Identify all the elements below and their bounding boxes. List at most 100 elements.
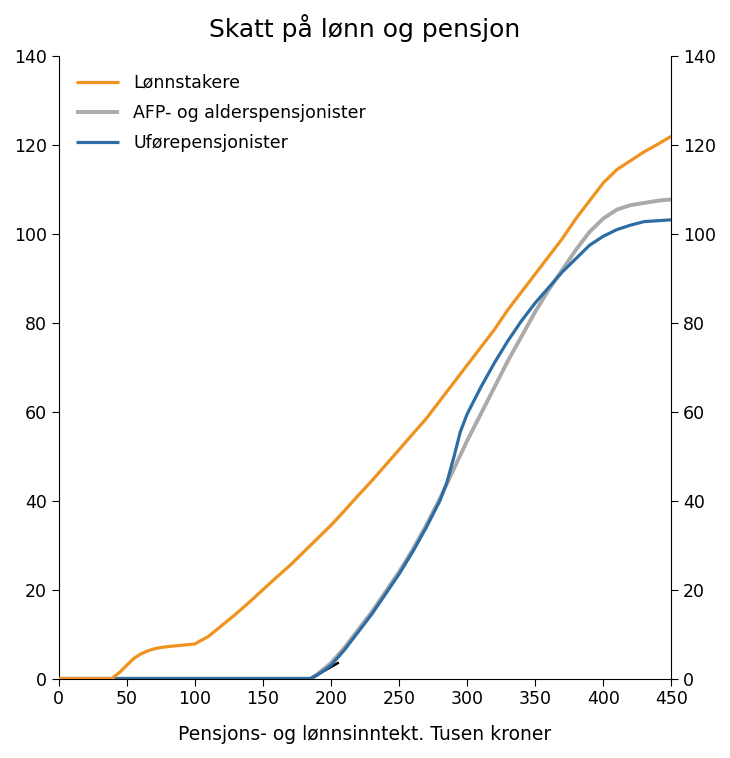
Uførepensjonister	[395, 569, 404, 578]
Uførepensjonister	[558, 268, 566, 277]
Lønnstakere	[612, 165, 621, 174]
Lønnstakere	[204, 632, 213, 641]
Lønnstakere	[517, 287, 526, 296]
AFP- og alderspensjonister	[354, 625, 363, 634]
AFP- og alderspensjonister	[54, 674, 63, 683]
Uførepensjonister	[667, 215, 676, 224]
Uførepensjonister	[545, 283, 553, 292]
Lønnstakere	[156, 643, 165, 652]
AFP- og alderspensjonister	[572, 245, 580, 254]
Uførepensjonister	[504, 337, 512, 346]
Uførepensjonister	[463, 409, 472, 418]
Lønnstakere	[490, 325, 499, 334]
Uførepensjonister	[422, 523, 431, 532]
Lønnstakere	[218, 621, 226, 630]
Uførepensjonister	[585, 240, 594, 249]
AFP- og alderspensjonister	[326, 659, 335, 668]
AFP- og alderspensjonister	[477, 409, 485, 418]
Lønnstakere	[115, 668, 124, 677]
Lønnstakere	[653, 139, 662, 149]
Uførepensjonister	[313, 671, 322, 680]
Lønnstakere	[354, 491, 363, 500]
AFP- og alderspensjonister	[558, 265, 566, 274]
Lønnstakere	[572, 214, 580, 223]
Lønnstakere	[136, 650, 145, 659]
Lønnstakere	[639, 147, 648, 156]
Lønnstakere	[54, 674, 63, 683]
Lønnstakere	[504, 305, 512, 315]
Lønnstakere	[477, 343, 485, 352]
AFP- og alderspensjonister	[504, 356, 512, 365]
Uførepensjonister	[653, 216, 662, 225]
Lønnstakere	[545, 252, 553, 261]
AFP- og alderspensjonister	[531, 307, 539, 316]
Lønnstakere	[626, 156, 635, 165]
Uførepensjonister	[326, 661, 335, 670]
AFP- og alderspensjonister	[340, 643, 349, 652]
AFP- og alderspensjonister	[306, 674, 315, 683]
Line: AFP- og alderspensjonister: AFP- og alderspensjonister	[58, 199, 672, 678]
AFP- og alderspensjonister	[626, 201, 635, 210]
Legend: Lønnstakere, AFP- og alderspensjonister, Uførepensjonister: Lønnstakere, AFP- og alderspensjonister,…	[67, 65, 374, 161]
Line: Lønnstakere: Lønnstakere	[58, 136, 672, 678]
Lønnstakere	[107, 674, 116, 683]
Uførepensjonister	[517, 316, 526, 325]
Lønnstakere	[129, 654, 138, 663]
Uførepensjonister	[436, 496, 445, 506]
Lønnstakere	[531, 270, 539, 279]
AFP- og alderspensjonister	[667, 195, 676, 204]
Uførepensjonister	[612, 225, 621, 234]
Lønnstakere	[381, 461, 390, 470]
Lønnstakere	[408, 430, 417, 439]
Lønnstakere	[231, 609, 240, 619]
Uførepensjonister	[306, 674, 315, 683]
Lønnstakere	[245, 597, 253, 606]
Uførepensjonister	[599, 232, 607, 241]
AFP- og alderspensjonister	[422, 521, 431, 530]
Uførepensjonister	[490, 359, 499, 368]
Lønnstakere	[258, 585, 267, 594]
AFP- og alderspensjonister	[517, 332, 526, 341]
Lønnstakere	[599, 178, 607, 187]
Uførepensjonister	[381, 590, 390, 599]
Lønnstakere	[150, 644, 158, 653]
Lønnstakere	[449, 378, 458, 387]
AFP- og alderspensjonister	[313, 669, 322, 678]
Uførepensjonister	[442, 478, 451, 487]
AFP- og alderspensjonister	[612, 205, 621, 215]
Lønnstakere	[395, 445, 404, 454]
Lønnstakere	[285, 561, 294, 570]
Uførepensjonister	[639, 217, 648, 226]
AFP- og alderspensjonister	[381, 587, 390, 597]
Uførepensjonister	[354, 628, 363, 637]
AFP- og alderspensjonister	[395, 568, 404, 577]
Lønnstakere	[164, 642, 172, 651]
Lønnstakere	[191, 640, 199, 649]
AFP- og alderspensjonister	[436, 494, 445, 503]
Lønnstakere	[422, 414, 431, 423]
Lønnstakere	[367, 476, 376, 485]
Uførepensjonister	[456, 428, 465, 437]
Lønnstakere	[558, 234, 566, 243]
X-axis label: Pensjons- og lønnsinntekt. Tusen kroner: Pensjons- og lønnsinntekt. Tusen kroner	[178, 725, 552, 744]
Lønnstakere	[463, 361, 472, 370]
AFP- og alderspensjonister	[408, 545, 417, 554]
Uførepensjonister	[54, 674, 63, 683]
Uførepensjonister	[531, 299, 539, 308]
Title: Skatt på lønn og pensjon: Skatt på lønn og pensjon	[210, 14, 520, 42]
Lønnstakere	[272, 573, 281, 582]
Lønnstakere	[436, 396, 445, 406]
AFP- og alderspensjonister	[585, 227, 594, 236]
Lønnstakere	[340, 506, 349, 515]
Lønnstakere	[667, 132, 676, 141]
Uførepensjonister	[477, 383, 485, 392]
AFP- og alderspensjonister	[653, 196, 662, 205]
AFP- og alderspensjonister	[599, 214, 607, 223]
AFP- og alderspensjonister	[367, 607, 376, 616]
Uførepensjonister	[626, 221, 635, 230]
Lønnstakere	[177, 641, 185, 650]
Uførepensjonister	[449, 454, 458, 463]
Lønnstakere	[313, 534, 322, 543]
AFP- og alderspensjonister	[639, 199, 648, 208]
Uførepensjonister	[408, 547, 417, 556]
